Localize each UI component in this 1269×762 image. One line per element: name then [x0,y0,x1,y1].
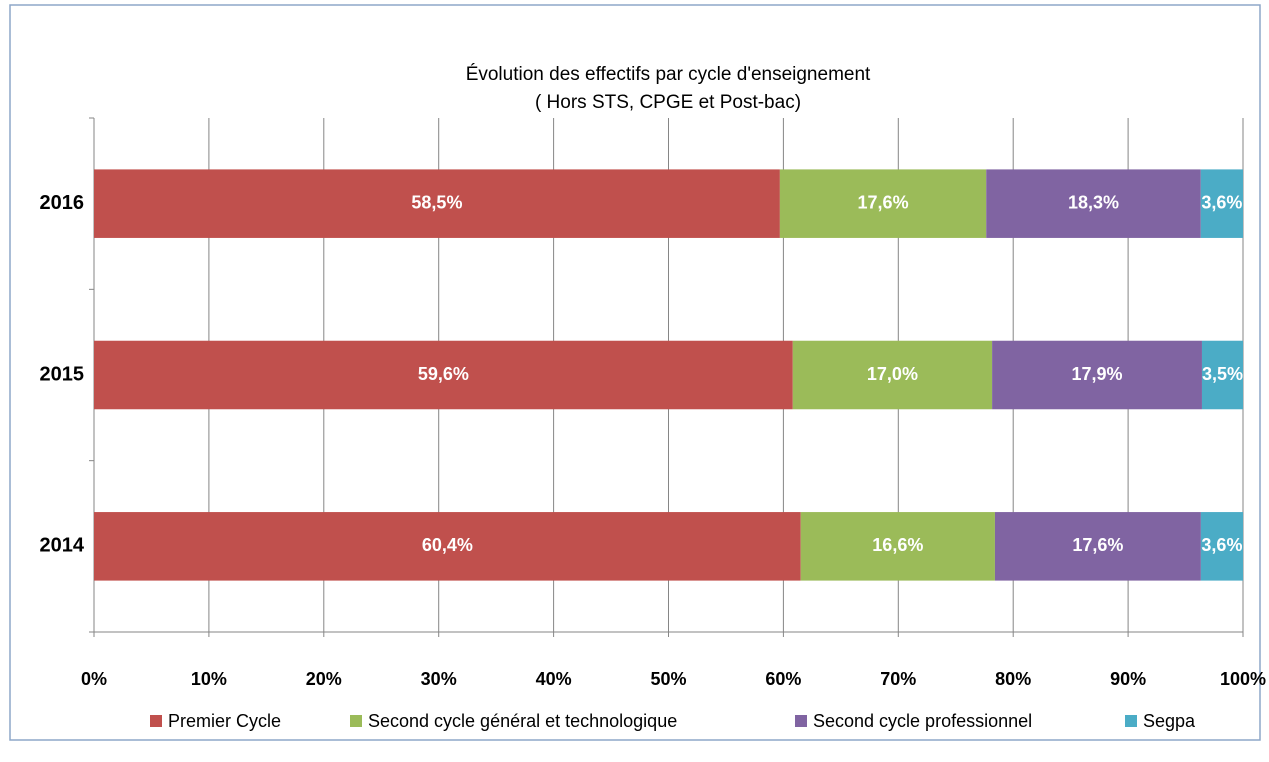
bar-segment [1200,169,1243,238]
x-tick-label: 60% [765,669,801,689]
x-tick-label: 100% [1220,669,1266,689]
legend-label: Second cycle professionnel [813,711,1032,731]
bar-segment [992,340,1202,410]
legend-label: Premier Cycle [168,711,281,731]
bar-segment [94,512,801,581]
data-label: 18,3% [1068,192,1119,212]
x-tick-label: 80% [995,669,1031,689]
legend-swatch [1125,715,1137,727]
legend-label: Second cycle général et technologique [368,711,677,731]
data-label: 17,6% [1072,535,1123,555]
data-label: 58,5% [411,192,462,212]
data-label: 17,6% [858,192,909,212]
legend-swatch [150,715,162,727]
x-tick-label: 40% [536,669,572,689]
bar-segment [94,169,780,238]
bar-segment [994,512,1201,581]
legend-label: Segpa [1143,711,1196,731]
chart-title: Évolution des effectifs par cycle d'ense… [466,64,871,85]
y-tick-label: 2016 [40,192,85,214]
chart-subtitle: ( Hors STS, CPGE et Post-bac) [535,92,801,113]
legend-swatch [795,715,807,727]
x-tick-label: 0% [81,669,107,689]
y-tick-label: 2015 [40,363,85,385]
y-tick-label: 2014 [40,535,85,557]
bar-segment [1200,512,1243,581]
x-tick-label: 70% [880,669,916,689]
data-label: 17,9% [1072,364,1123,384]
bar-segment [792,340,993,410]
x-tick-label: 50% [650,669,686,689]
data-label: 17,0% [867,364,918,384]
bar-segment [1201,340,1243,410]
data-label: 59,6% [418,364,469,384]
data-label: 3,6% [1201,192,1242,212]
bar-segment [800,512,995,581]
x-tick-label: 20% [306,669,342,689]
bar-segment [779,169,987,238]
bar-segment [986,169,1201,238]
x-tick-label: 10% [191,669,227,689]
bar-segment [94,340,793,410]
x-tick-label: 30% [421,669,457,689]
data-label: 60,4% [422,535,473,555]
data-label: 16,6% [872,535,923,555]
x-tick-label: 90% [1110,669,1146,689]
data-label: 3,5% [1202,364,1243,384]
legend-swatch [350,715,362,727]
data-label: 3,6% [1201,535,1242,555]
